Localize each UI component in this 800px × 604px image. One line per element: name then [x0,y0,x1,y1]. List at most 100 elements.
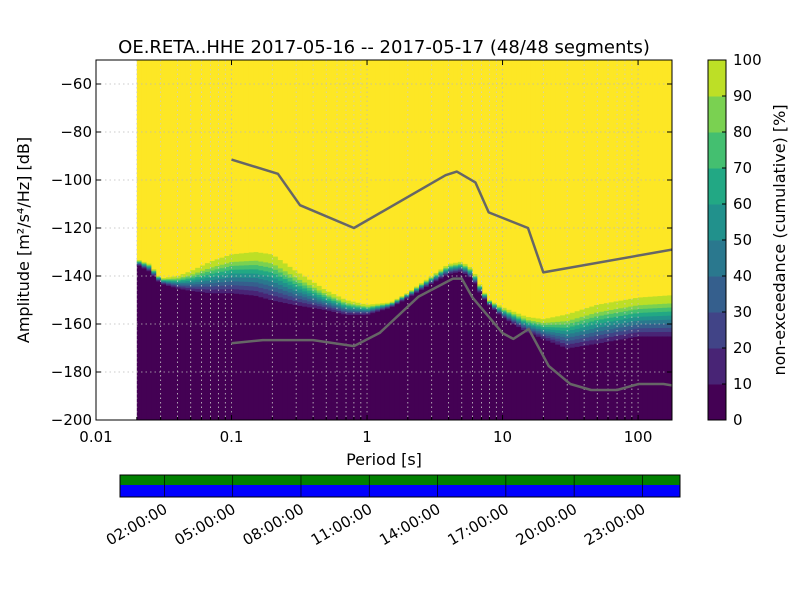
heatmap-cell [555,319,561,323]
heatmap-cell [608,336,615,342]
heatmap-cell [414,287,420,289]
heatmap-cell [642,328,649,333]
heatmap-cell [234,265,240,271]
heatmap-cell [263,289,269,295]
heatmap-cell [263,253,269,259]
heatmap-cell [258,274,264,280]
heatmap-cell [511,317,517,320]
colorbar-tick-label: 80 [733,123,752,141]
heatmap-cell [501,317,508,420]
heatmap-cell [564,324,571,329]
heatmap-cell [462,272,469,275]
heatmap-cell [569,329,576,334]
heatmap-cell [530,330,537,334]
heatmap-cell [608,329,615,334]
heatmap-cell [496,309,503,311]
heatmap-cell [141,268,148,420]
heatmap-cell [336,298,342,301]
heatmap-cell [453,269,459,271]
heatmap-cell [428,283,435,420]
heatmap-cell [204,268,211,273]
heatmap-cell [647,324,654,329]
heatmap-cell [453,267,459,270]
heatmap-cell [229,277,235,282]
heatmap-cell [307,279,313,283]
heatmap-cell [292,301,298,306]
heatmap-cell [647,316,654,321]
heatmap-cell [569,343,576,348]
heatmap-cell [224,289,230,294]
heatmap-cell [453,263,459,266]
heatmap-cell [204,266,211,270]
heatmap-cell [599,323,605,328]
heatmap-cell [180,280,187,283]
heatmap-cell [579,313,586,318]
heatmap-cell [535,336,542,420]
heatmap-cell [448,263,454,266]
heatmap-cell [165,282,172,284]
heatmap-cell [506,309,513,312]
heatmap-cell [579,327,586,332]
heatmap-cell [472,274,478,276]
heatmap-cell [603,326,610,331]
heatmap-cell [370,310,376,313]
heatmap-cell [477,291,483,420]
heatmap-cell [423,283,430,285]
heatmap-cell [277,293,284,298]
heatmap-cell [311,302,318,306]
heatmap-cell [346,307,352,310]
heatmap-cell [487,60,493,301]
grid-lines [96,60,672,420]
heatmap-cell [341,303,347,306]
heatmap-cell [316,292,323,296]
heatmap-cell [302,297,308,301]
heatmap-cell [370,305,376,308]
heatmap-cell [667,295,672,300]
heatmap-cell [662,307,668,313]
heatmap-cell [360,305,367,308]
heatmap-cell [375,305,381,307]
heatmap-cell [180,283,187,285]
heatmap-cell [545,333,551,337]
colorbar-segment [708,96,726,133]
colorbar-tick-label: 90 [733,87,752,105]
heatmap-cell [550,317,556,321]
heatmap-cell [277,272,284,278]
heatmap-cell [550,339,556,343]
heatmap-cell [438,277,444,279]
heatmap-cell [185,281,191,284]
heatmap-cell [209,292,216,420]
heatmap-cell [423,282,430,284]
heatmap-cell [652,312,659,317]
heatmap-cell [438,273,444,276]
heatmap-cell [516,317,522,320]
heatmap-cell [365,60,371,306]
heatmap-cell [457,264,464,267]
heatmap-cell [253,295,260,420]
heatmap-cell [482,295,488,298]
heatmap-cell [599,327,605,332]
heatmap-cell [234,293,240,420]
colorbar-segment [708,168,726,205]
heatmap-cell [540,336,547,339]
heatmap-cell [234,257,240,263]
heatmap-cell [564,314,571,319]
heatmap-cell [316,301,323,305]
heatmap-cell [467,267,474,269]
heatmap-cell [170,284,177,287]
heatmap-cell [302,294,308,298]
heatmap-cell [180,284,187,287]
heatmap-cell [136,264,143,266]
heatmap-cell [326,302,333,306]
heatmap-cell [501,312,508,315]
heatmap-cell [219,261,225,266]
heatmap-cell [156,276,162,278]
heatmap-cell [331,295,337,299]
heatmap-cell [384,308,391,420]
heatmap-cell [224,274,230,279]
heatmap-cell [501,311,508,314]
heatmap-cell [268,285,274,291]
heatmap-cell [375,304,381,306]
heatmap-cell [151,269,157,271]
heatmap-cell [589,336,595,341]
